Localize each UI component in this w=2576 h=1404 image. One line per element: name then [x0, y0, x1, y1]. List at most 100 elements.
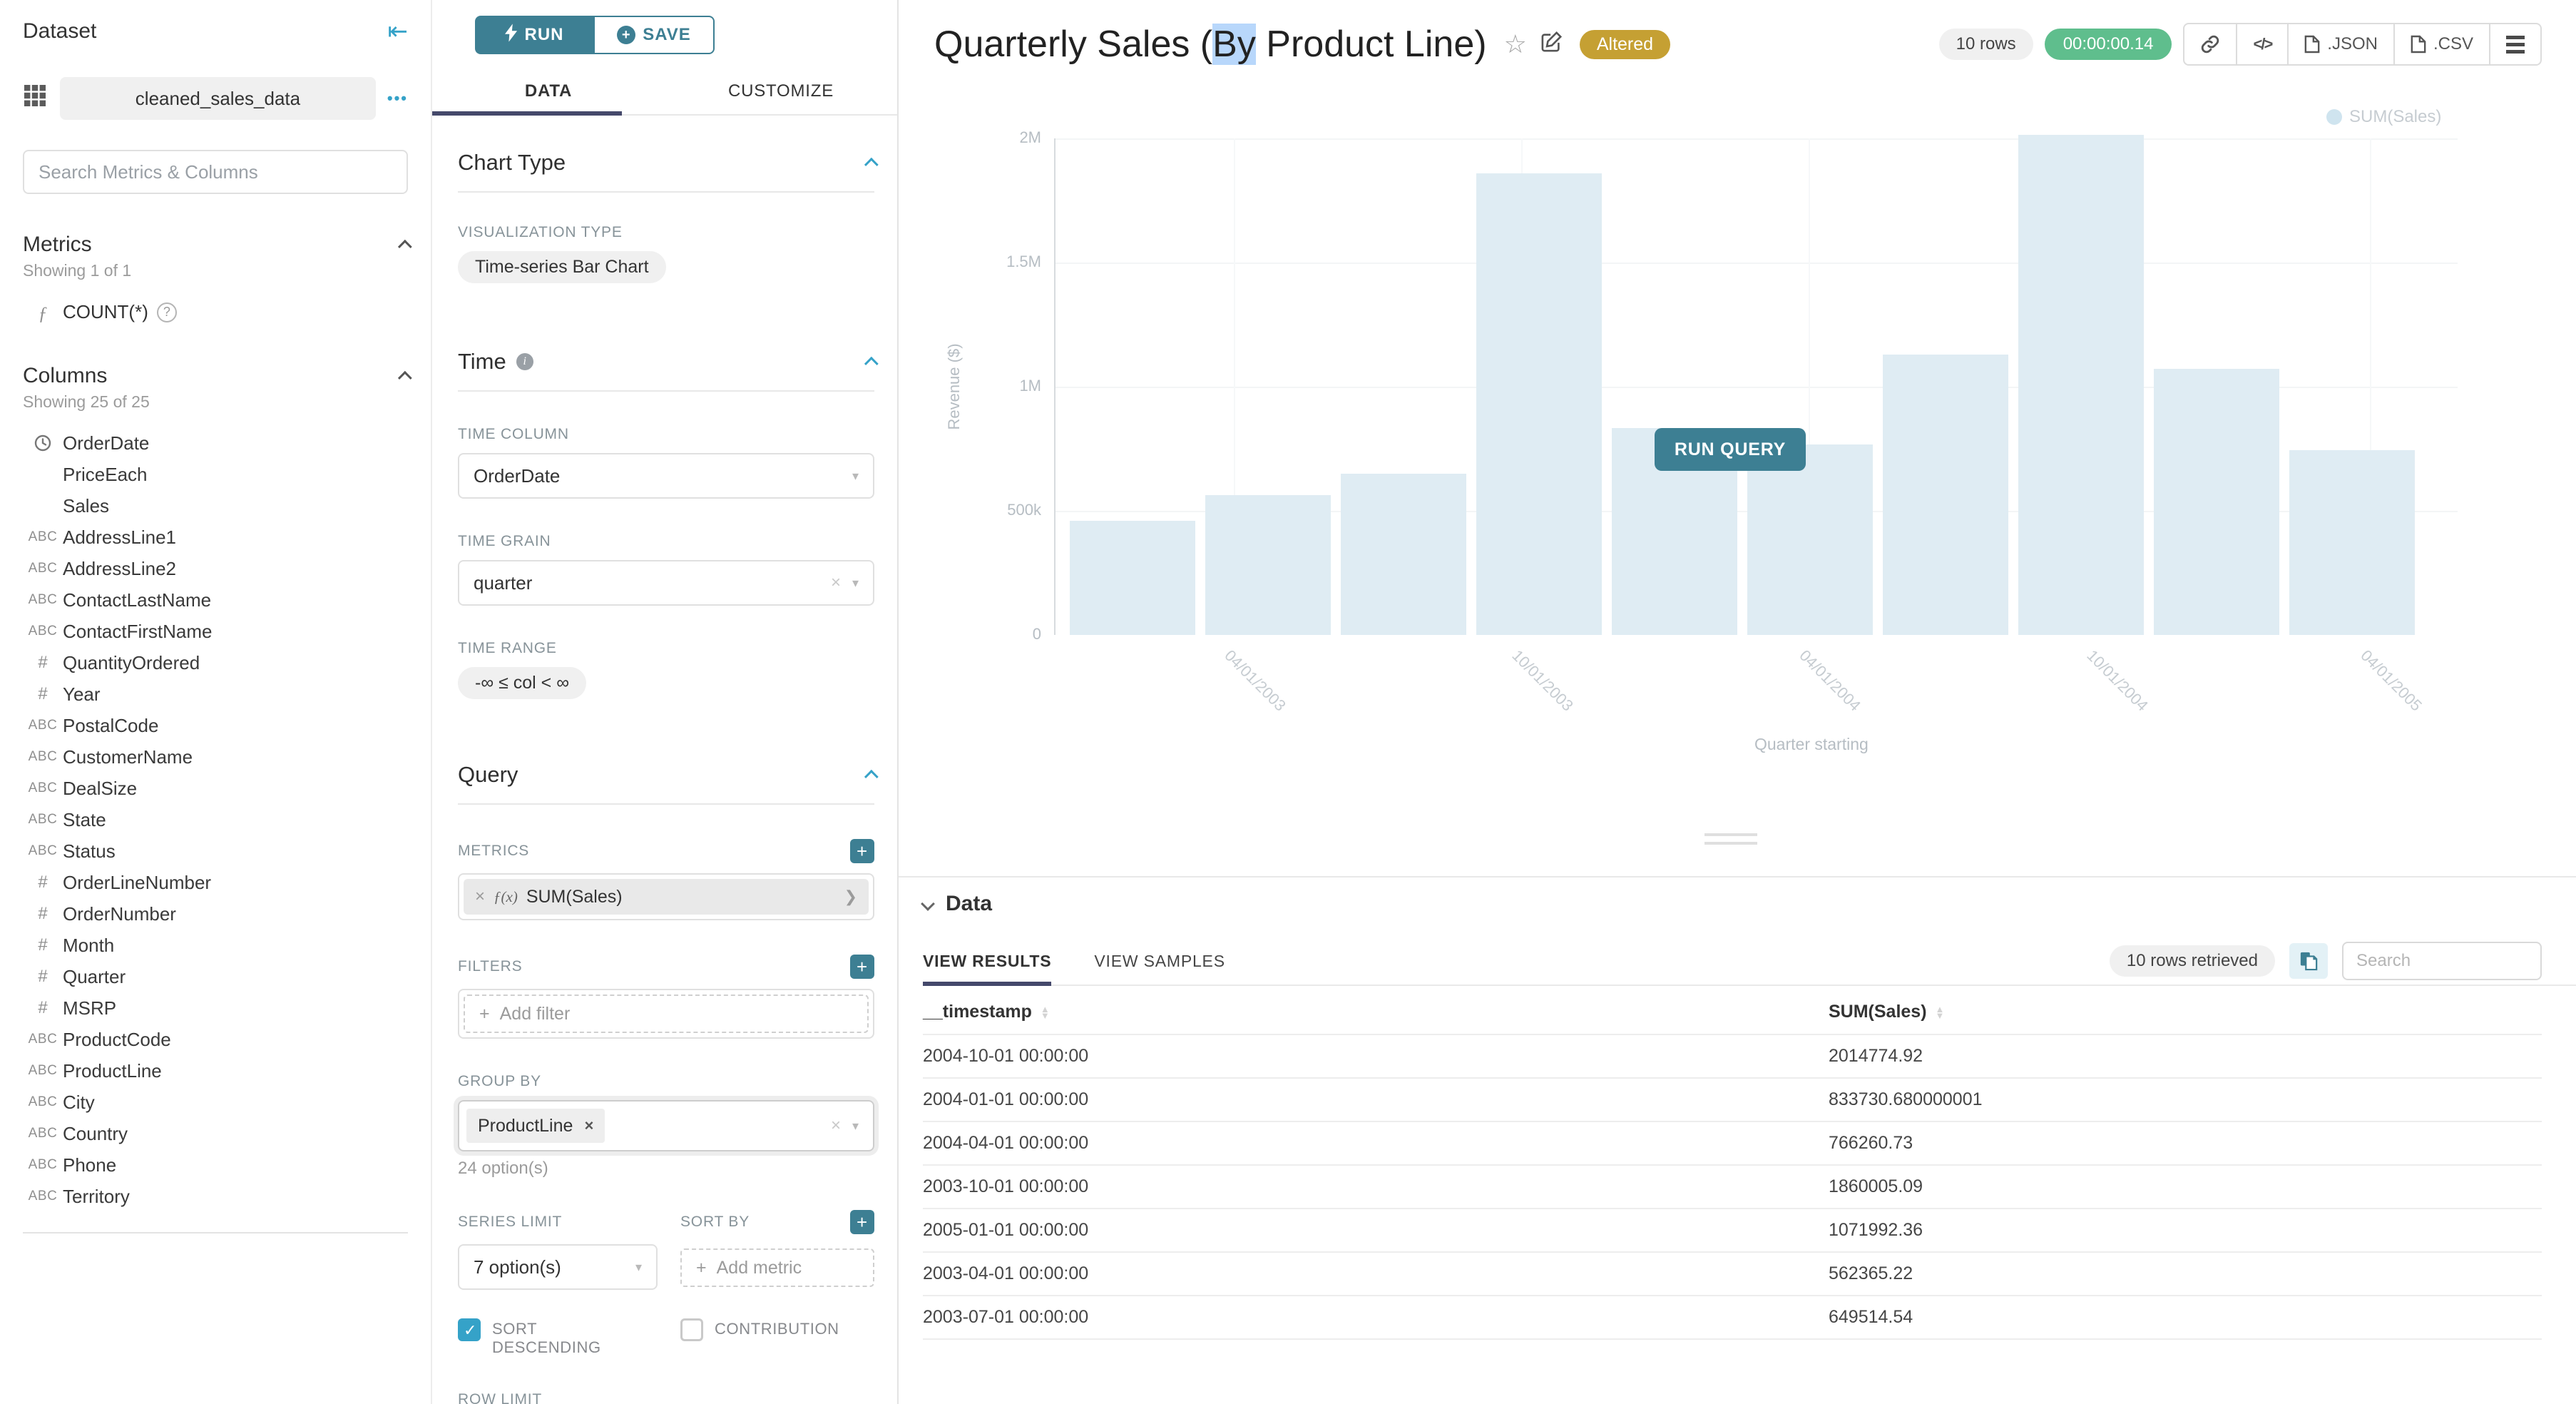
table-row[interactable]: 2004-01-01 00:00:00 833730.680000001: [923, 1078, 2542, 1122]
copy-link-button[interactable]: [2184, 24, 2236, 64]
column-item[interactable]: ABC Phone: [23, 1149, 408, 1181]
table-row[interactable]: 2003-10-01 00:00:00 1860005.09: [923, 1165, 2542, 1209]
save-button[interactable]: + SAVE: [593, 16, 715, 54]
embed-code-button[interactable]: </>: [2236, 24, 2287, 64]
add-filter-dropzone[interactable]: + Add filter: [464, 994, 869, 1033]
time-column-select[interactable]: OrderDate ▾: [458, 453, 874, 499]
sort-by-dropzone[interactable]: + Add metric: [680, 1248, 874, 1287]
column-item[interactable]: # Year: [23, 678, 408, 710]
time-collapse-icon[interactable]: [864, 356, 879, 371]
column-item[interactable]: ABC Territory: [23, 1181, 408, 1212]
edit-title-icon[interactable]: [1541, 31, 1563, 58]
selected-text: By: [1212, 24, 1256, 65]
clear-icon[interactable]: ×: [830, 573, 841, 592]
favorite-star-icon[interactable]: ☆: [1503, 29, 1527, 58]
column-item[interactable]: ABC ContactFirstName: [23, 616, 408, 647]
add-filter-button[interactable]: +: [850, 955, 874, 979]
column-item[interactable]: ABC Country: [23, 1118, 408, 1149]
column-item[interactable]: ABC Status: [23, 835, 408, 867]
column-item[interactable]: PriceEach: [63, 463, 148, 485]
tab-view-results[interactable]: VIEW RESULTS: [923, 937, 1052, 986]
table-row[interactable]: 2005-01-01 00:00:00 1071992.36: [923, 1209, 2542, 1253]
export-csv-button[interactable]: .CSV: [2393, 24, 2489, 64]
column-item[interactable]: ABC City: [23, 1087, 408, 1118]
metric-chip[interactable]: × ƒ(x) SUM(Sales) ❯: [464, 879, 869, 915]
bar[interactable]: [1747, 444, 1873, 635]
chart-type-collapse-icon[interactable]: [864, 157, 879, 172]
chart-title[interactable]: Quarterly Sales (By Product Line): [934, 24, 1487, 65]
group-by-chip[interactable]: ProductLine ×: [466, 1109, 605, 1143]
column-item[interactable]: # Month: [23, 930, 408, 961]
column-item[interactable]: ABC AddressLine1: [23, 522, 408, 553]
panel-resize-handle[interactable]: [1704, 833, 1757, 850]
column-item[interactable]: ABC State: [23, 804, 408, 835]
column-item[interactable]: # MSRP: [23, 992, 408, 1024]
add-sort-metric-button[interactable]: +: [850, 1210, 874, 1234]
y-axis-title: Revenue ($): [945, 343, 963, 430]
bar[interactable]: [1883, 354, 2008, 635]
export-json-button[interactable]: .JSON: [2287, 24, 2393, 64]
table-row[interactable]: 2003-04-01 00:00:00 562365.22: [923, 1252, 2542, 1296]
group-by-select[interactable]: ProductLine × × ▾: [458, 1100, 874, 1151]
clear-icon[interactable]: ×: [830, 1116, 841, 1135]
dataset-name[interactable]: cleaned_sales_data: [60, 77, 376, 120]
bar[interactable]: [1070, 520, 1195, 635]
column-item[interactable]: # OrderLineNumber: [23, 867, 408, 898]
series-limit-select[interactable]: 7 option(s) ▾: [458, 1244, 658, 1290]
sort-icon[interactable]: ▲ ▼: [1935, 1003, 1945, 1021]
sort-icon[interactable]: ▲ ▼: [1040, 1003, 1050, 1021]
metrics-collapse-icon[interactable]: [397, 239, 412, 254]
copy-data-button[interactable]: [2289, 943, 2328, 979]
tab-view-samples[interactable]: VIEW SAMPLES: [1094, 951, 1225, 970]
bar[interactable]: [1476, 173, 1602, 635]
column-item[interactable]: OrderDate: [23, 427, 408, 459]
time-range-value[interactable]: -∞ ≤ col < ∞: [458, 667, 587, 699]
query-collapse-icon[interactable]: [864, 769, 879, 784]
sort-descending-checkbox[interactable]: [458, 1318, 481, 1341]
bar[interactable]: [2154, 368, 2279, 635]
column-item[interactable]: # QuantityOrdered: [23, 647, 408, 678]
column-item[interactable]: ABC ProductLine: [23, 1055, 408, 1087]
data-search-input[interactable]: [2342, 942, 2542, 980]
help-icon[interactable]: ?: [156, 302, 177, 322]
column-item[interactable]: Sales: [63, 494, 110, 517]
column-header-timestamp[interactable]: __timestamp ▲ ▼: [923, 989, 1829, 1035]
contribution-checkbox[interactable]: [680, 1318, 703, 1341]
chevron-right-icon[interactable]: ❯: [844, 887, 857, 905]
columns-collapse-icon[interactable]: [397, 370, 412, 385]
table-row[interactable]: 2004-10-01 00:00:00 2014774.92: [923, 1034, 2542, 1079]
column-item[interactable]: ABC ProductCode: [23, 1024, 408, 1055]
column-item[interactable]: # Quarter: [23, 961, 408, 992]
table-row[interactable]: 2003-07-01 00:00:00 649514.54: [923, 1296, 2542, 1340]
chart-legend[interactable]: SUM(Sales): [2326, 107, 2441, 127]
add-metric-button[interactable]: +: [850, 839, 874, 863]
bar[interactable]: [1205, 495, 1331, 635]
collapse-sidebar-icon[interactable]: ⇤: [387, 18, 409, 45]
run-query-button[interactable]: RUN QUERY: [1655, 428, 1806, 471]
remove-metric-icon[interactable]: ×: [475, 887, 486, 906]
dataset-options-menu[interactable]: •••: [387, 89, 408, 107]
chart-menu-button[interactable]: [2489, 24, 2540, 64]
tab-data[interactable]: DATA: [524, 81, 573, 101]
visualization-type-value[interactable]: Time-series Bar Chart: [458, 251, 666, 283]
column-item[interactable]: ABC PostalCode: [23, 710, 408, 741]
search-metrics-columns-input[interactable]: [23, 150, 408, 194]
bar[interactable]: [2289, 449, 2415, 635]
column-item[interactable]: ABC DealSize: [23, 773, 408, 804]
column-item[interactable]: ABC AddressLine2: [23, 553, 408, 584]
time-grain-select[interactable]: quarter × ▾: [458, 560, 874, 606]
data-panel-header[interactable]: Data: [921, 878, 2576, 916]
column-header-sum-sales[interactable]: SUM(Sales) ▲ ▼: [1829, 989, 2542, 1035]
bar[interactable]: [1341, 473, 1466, 635]
column-item[interactable]: ABC CustomerName: [23, 741, 408, 773]
bar[interactable]: [2018, 134, 2144, 635]
contribution-label: CONTRIBUTION: [715, 1320, 839, 1338]
tab-customize[interactable]: CUSTOMIZE: [727, 81, 834, 101]
column-item[interactable]: # OrderNumber: [23, 898, 408, 930]
column-item[interactable]: ABC ContactLastName: [23, 584, 408, 616]
metric-item[interactable]: ƒ COUNT(*) ?: [23, 299, 408, 325]
query-timer-pill: 00:00:00.14: [2044, 29, 2172, 60]
table-row[interactable]: 2004-04-01 00:00:00 766260.73: [923, 1121, 2542, 1166]
run-button[interactable]: RUN: [475, 16, 593, 54]
remove-chip-icon[interactable]: ×: [584, 1116, 594, 1134]
